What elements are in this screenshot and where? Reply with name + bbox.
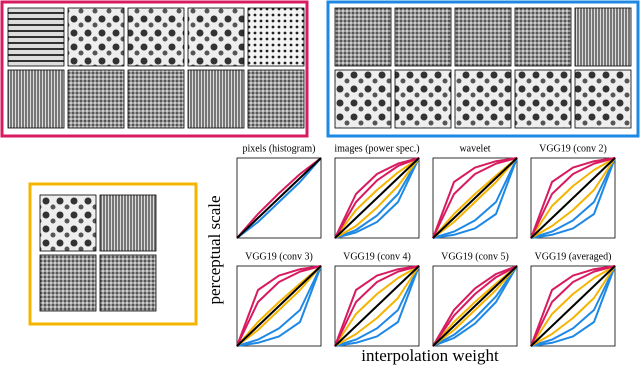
- y-axis-label: perceptual scale: [205, 195, 224, 304]
- curve: [432, 157, 518, 239]
- curve: [334, 265, 420, 347]
- curve: [432, 157, 518, 239]
- plot-title: images (power spec.): [334, 143, 419, 154]
- curve: [334, 265, 420, 347]
- curve: [236, 265, 322, 347]
- curve: [530, 265, 616, 347]
- curve: [530, 265, 616, 347]
- curve: [530, 265, 616, 347]
- curve: [334, 265, 420, 347]
- curve: [432, 265, 518, 347]
- curve: [236, 265, 322, 347]
- texture-thumb: [394, 7, 452, 67]
- curve: [432, 157, 518, 239]
- curve: [236, 157, 322, 239]
- texture-thumb: [334, 69, 392, 129]
- texture-thumb: [67, 69, 125, 129]
- curve: [432, 265, 518, 347]
- curve: [334, 157, 420, 239]
- curve: [432, 157, 518, 239]
- thumbnails: [7, 7, 632, 312]
- texture-thumb: [39, 254, 97, 312]
- curve: [236, 265, 322, 347]
- curve: [530, 157, 616, 239]
- curve: [530, 265, 616, 347]
- texture-thumb: [39, 194, 97, 252]
- texture-thumb: [454, 7, 512, 67]
- plot-title: VGG19 (conv 4): [343, 251, 411, 262]
- plot-title: VGG19 (conv 3): [245, 251, 313, 262]
- plot-title: pixels (histogram): [242, 143, 315, 154]
- texture-thumb: [514, 7, 572, 67]
- curve: [530, 157, 616, 239]
- curve: [432, 265, 518, 347]
- curve: [432, 157, 518, 239]
- curve: [432, 265, 518, 347]
- curve: [530, 157, 616, 239]
- curve: [530, 157, 616, 239]
- curve: [334, 157, 420, 239]
- curve: [334, 265, 420, 347]
- curve: [432, 265, 518, 347]
- plot-title: VGG19 (conv 2): [539, 143, 607, 154]
- texture-thumb: [127, 69, 185, 129]
- curve: [334, 157, 420, 239]
- curve: [432, 265, 518, 347]
- x-axis-label: interpolation weight: [361, 346, 499, 365]
- texture-thumb: [127, 7, 185, 67]
- texture-thumb: [99, 254, 157, 312]
- frame-blue: [326, 0, 640, 138]
- plot-title: wavelet: [459, 143, 490, 154]
- texture-thumb: [7, 7, 65, 67]
- curve: [530, 265, 616, 347]
- texture-thumb: [187, 7, 245, 67]
- curve: [334, 157, 420, 239]
- curve: [530, 157, 616, 239]
- curve: [432, 157, 518, 239]
- texture-thumb: [574, 7, 632, 67]
- texture-thumb: [99, 194, 157, 252]
- curve: [236, 265, 322, 347]
- curve: [236, 265, 322, 347]
- plot-title: VGG19 (conv 5): [441, 251, 509, 262]
- texture-thumb: [514, 69, 572, 129]
- frame-pink: [0, 0, 309, 138]
- frame-yellow: [28, 182, 198, 326]
- curve: [334, 157, 420, 239]
- curve: [530, 157, 616, 239]
- curve: [236, 265, 322, 347]
- curve: [236, 265, 322, 347]
- curve: [236, 157, 322, 239]
- curve: [432, 157, 518, 239]
- texture-thumb: [334, 7, 392, 67]
- texture-thumb: [247, 7, 305, 67]
- curve: [334, 265, 420, 347]
- curve: [334, 157, 420, 239]
- curve: [530, 265, 616, 347]
- texture-thumb: [187, 69, 245, 129]
- texture-thumb: [454, 69, 512, 129]
- curve: [530, 157, 616, 239]
- texture-thumb: [394, 69, 452, 129]
- curve: [334, 157, 420, 239]
- texture-thumb: [7, 69, 65, 129]
- curve: [236, 157, 322, 239]
- curve: [432, 265, 518, 347]
- curve: [334, 265, 420, 347]
- texture-thumb: [574, 69, 632, 129]
- curve: [530, 265, 616, 347]
- plot-title: VGG19 (averaged): [535, 251, 612, 262]
- curve: [334, 265, 420, 347]
- texture-thumb: [67, 7, 125, 67]
- texture-thumb: [247, 69, 305, 129]
